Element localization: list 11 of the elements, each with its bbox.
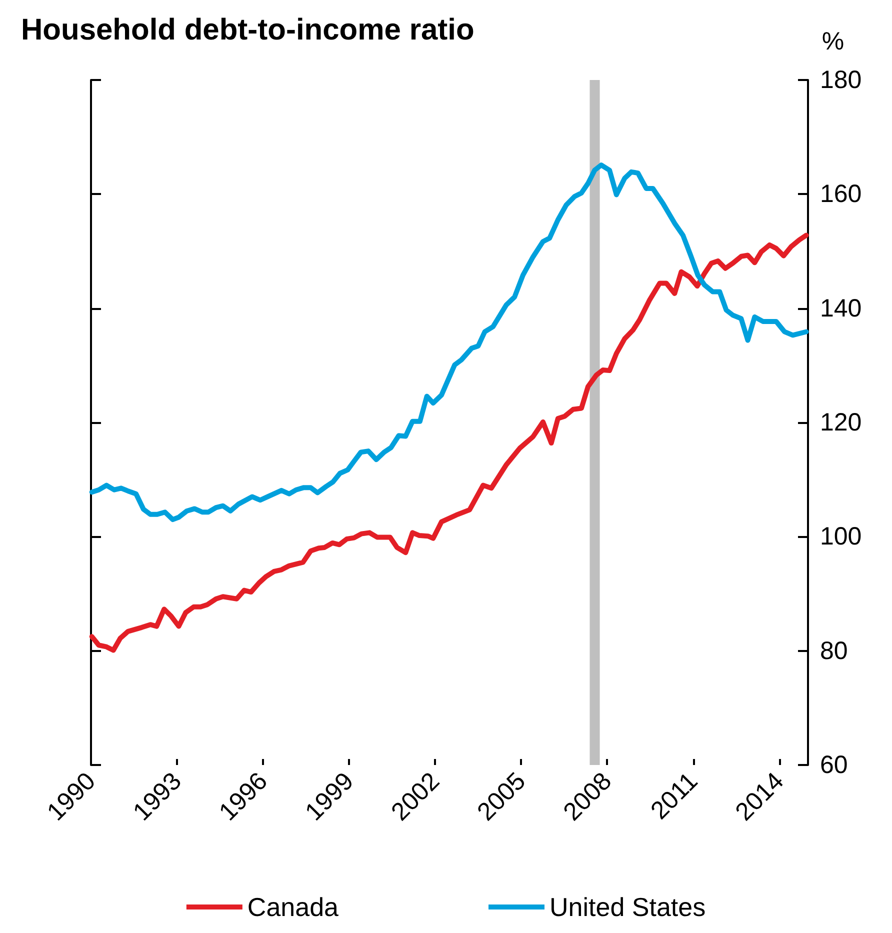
y-tick-label: 80: [820, 636, 848, 665]
y-tick-label: 180: [820, 66, 862, 94]
legend-label: Canada: [247, 892, 340, 922]
y-tick-label: 160: [820, 180, 862, 208]
chart-title: Household debt-to-income ratio: [21, 14, 474, 46]
legend-label: United States: [549, 892, 706, 922]
y-tick-label: 100: [820, 522, 862, 551]
y-tick-label: 140: [820, 294, 862, 322]
y-tick-label: 120: [820, 408, 862, 436]
y-axis-title: %: [822, 28, 844, 56]
y-tick-label: 60: [820, 751, 848, 779]
